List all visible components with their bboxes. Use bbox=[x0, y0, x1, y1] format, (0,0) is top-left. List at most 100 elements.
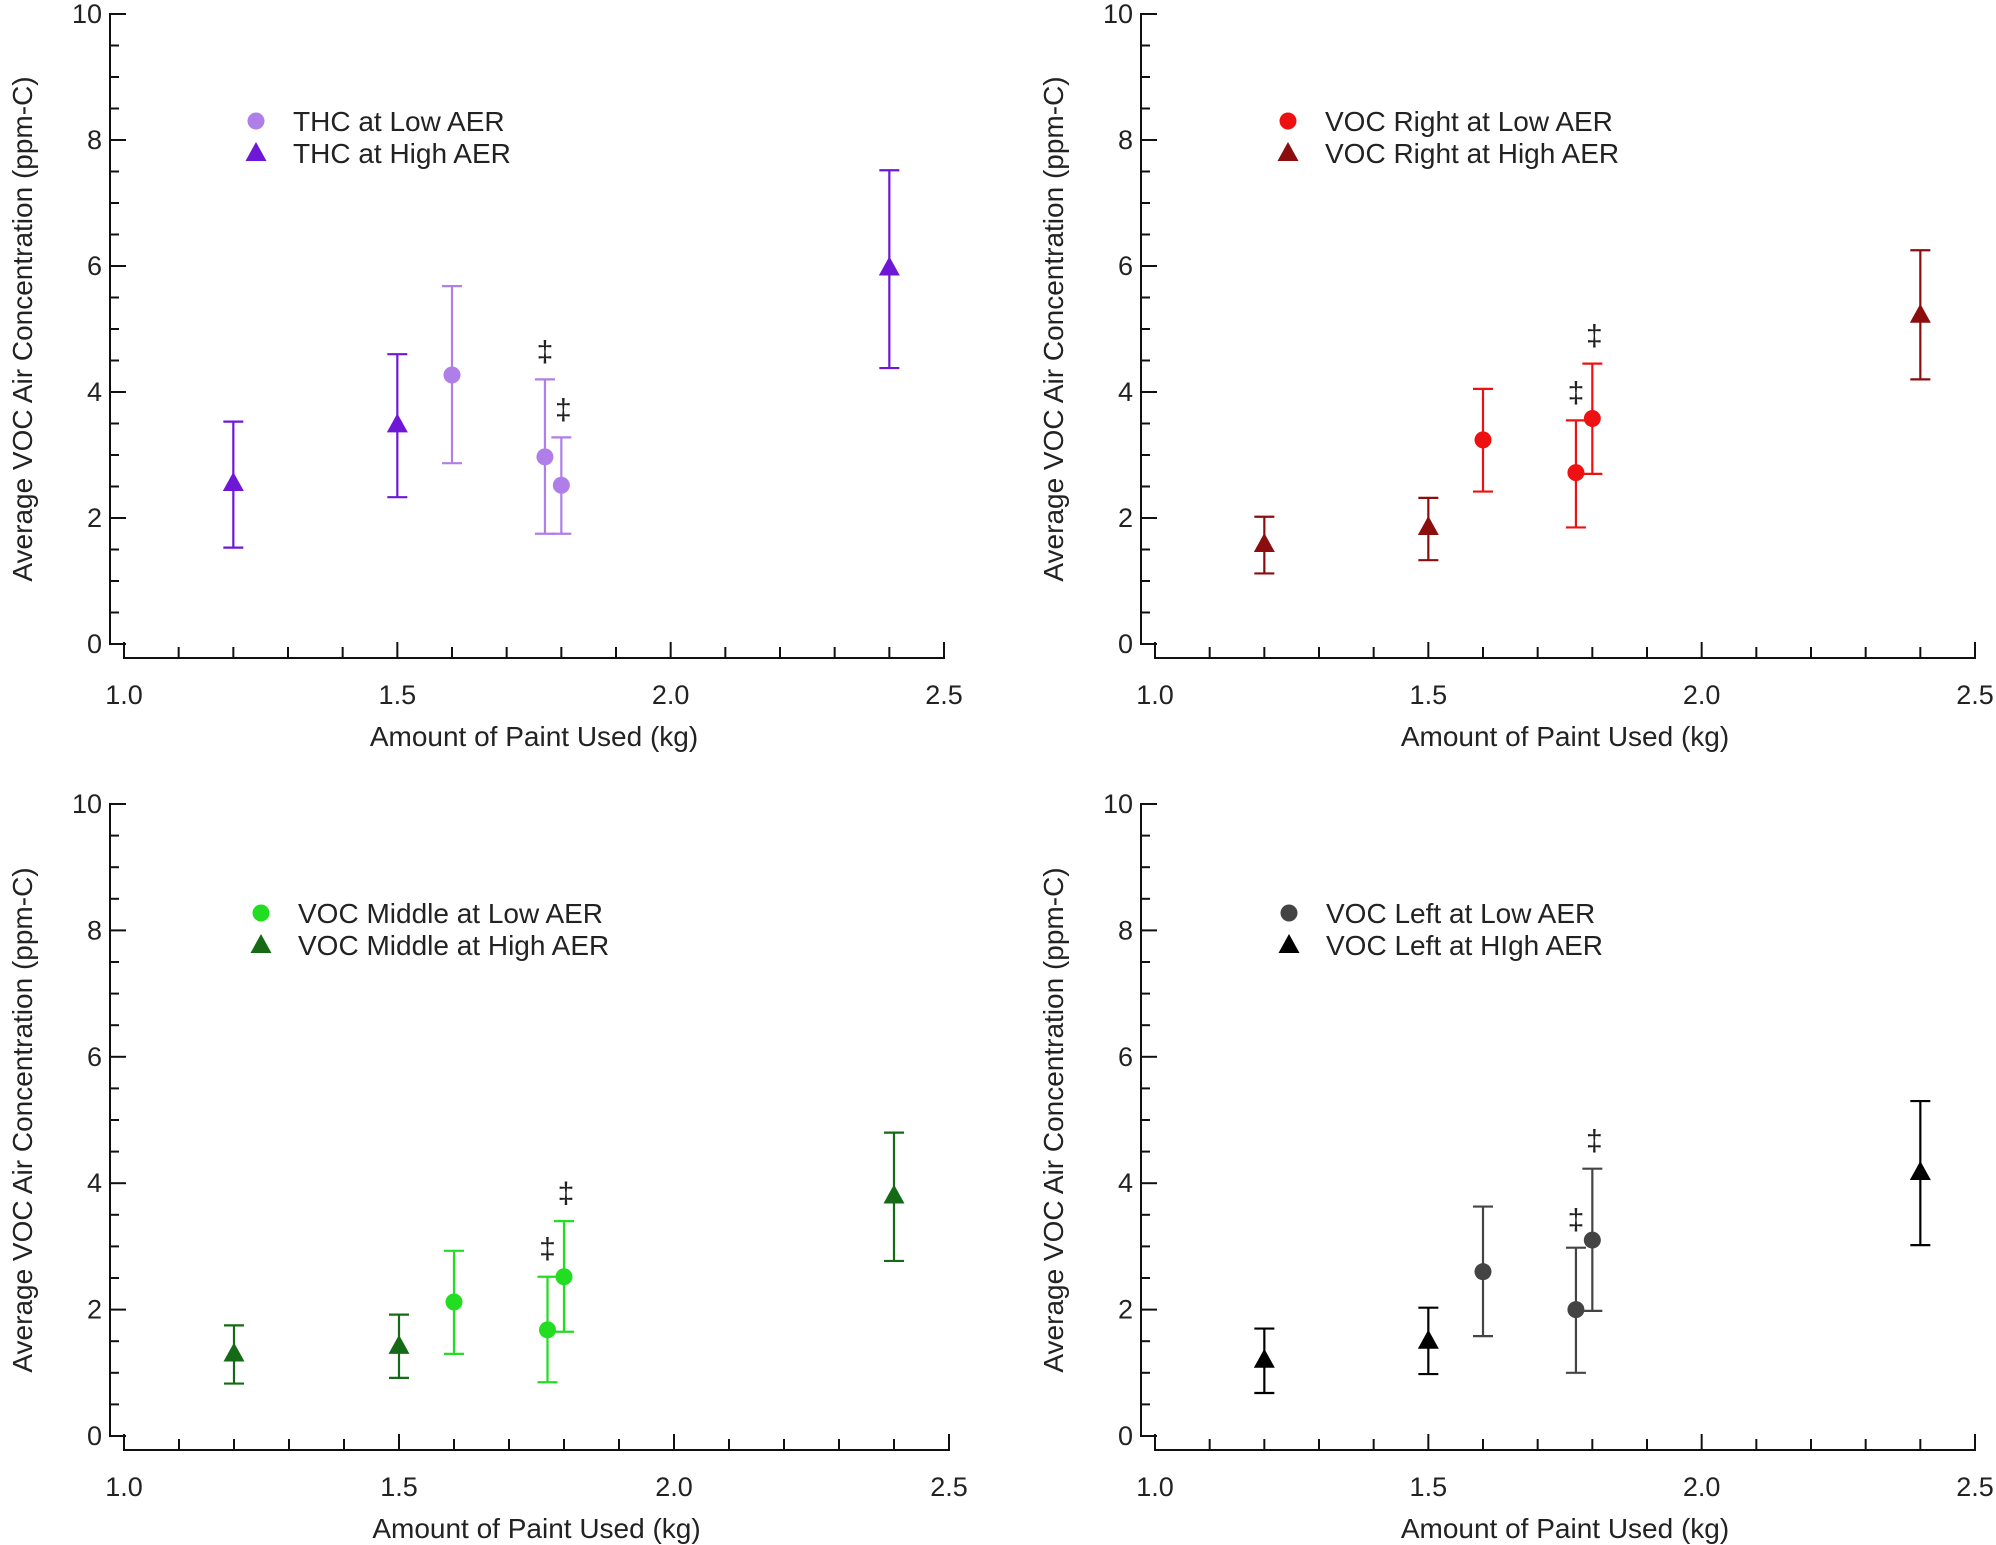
legend-label: VOC Left at Low AER bbox=[1326, 898, 1595, 929]
x-tick-label: 2.5 bbox=[1956, 680, 1994, 710]
significance-marker: ‡ bbox=[1568, 1204, 1585, 1237]
significance-marker: ‡ bbox=[537, 335, 554, 368]
y-tick-label: 10 bbox=[72, 0, 102, 29]
data-point-triangle bbox=[1909, 303, 1931, 323]
legend-label: VOC Middle at High AER bbox=[298, 930, 609, 961]
x-tick-label: 1.0 bbox=[105, 680, 143, 710]
x-tick-label: 1.0 bbox=[1136, 1472, 1174, 1502]
significance-marker: ‡ bbox=[1586, 1125, 1603, 1158]
data-point-circle bbox=[1583, 409, 1601, 427]
significance-marker: ‡ bbox=[1568, 376, 1585, 409]
x-tick-label: 2.5 bbox=[930, 1472, 968, 1502]
y-tick-label: 8 bbox=[1118, 915, 1133, 945]
legend-label: VOC Right at Low AER bbox=[1325, 106, 1613, 137]
x-tick-label: 2.0 bbox=[1683, 1472, 1721, 1502]
x-axis-title: Amount of Paint Used (kg) bbox=[1401, 1513, 1729, 1544]
y-tick-label: 4 bbox=[1118, 377, 1133, 407]
y-tick-label: 4 bbox=[87, 377, 102, 407]
x-tick-label: 1.5 bbox=[380, 1472, 418, 1502]
y-axis-title: Average VOC Air Concentration (ppm-C) bbox=[7, 867, 38, 1372]
chart-panel-voc-right: 0 2 4 6 8 10 1.0 1.5 2.0 2.5 Amount of Paint Used … bbox=[1038, 0, 1994, 752]
significance-marker: ‡ bbox=[539, 1233, 556, 1266]
data-point-triangle bbox=[878, 256, 900, 276]
data-point-circle bbox=[1583, 1231, 1601, 1249]
y-tick-label: 4 bbox=[1118, 1168, 1133, 1198]
data-point-circle bbox=[555, 1268, 573, 1286]
data-point-triangle bbox=[1417, 1329, 1439, 1349]
y-axis-title: Average VOC Air Concentration (ppm-C) bbox=[1038, 76, 1069, 581]
chart-panel-thc: 0 2 4 6 8 10 1.0 1.5 2.0 2.5 Amount of Paint Used … bbox=[7, 0, 963, 752]
legend-marker-circle bbox=[1280, 904, 1298, 922]
data-point-triangle bbox=[222, 471, 244, 491]
data-point-circle bbox=[445, 1293, 463, 1311]
y-tick-label: 0 bbox=[87, 1421, 102, 1451]
y-tick-label: 6 bbox=[1118, 1042, 1133, 1072]
y-tick-label: 2 bbox=[87, 1295, 102, 1325]
data-point-triangle bbox=[1417, 516, 1439, 536]
y-axis-title: Average VOC Air Concentration (ppm-C) bbox=[7, 76, 38, 581]
y-tick-label: 6 bbox=[87, 251, 102, 281]
data-point-triangle bbox=[1253, 533, 1275, 553]
significance-marker: ‡ bbox=[558, 1177, 575, 1210]
x-tick-label: 1.0 bbox=[1136, 680, 1174, 710]
data-point-circle bbox=[552, 476, 570, 494]
x-tick-label: 2.0 bbox=[655, 1472, 693, 1502]
data-point-triangle bbox=[1909, 1161, 1931, 1181]
x-tick-label: 2.0 bbox=[1683, 680, 1721, 710]
y-tick-label: 6 bbox=[1118, 251, 1133, 281]
x-tick-label: 1.5 bbox=[1410, 1472, 1448, 1502]
legend-marker-circle bbox=[1279, 112, 1297, 130]
x-tick-label: 2.0 bbox=[652, 680, 690, 710]
y-tick-label: 4 bbox=[87, 1168, 102, 1198]
y-tick-label: 0 bbox=[1118, 1421, 1133, 1451]
legend-label: VOC Middle at Low AER bbox=[298, 898, 603, 929]
data-point-circle bbox=[539, 1321, 556, 1339]
y-tick-label: 2 bbox=[87, 503, 102, 533]
y-tick-label: 2 bbox=[1118, 1295, 1133, 1325]
y-tick-label: 0 bbox=[87, 629, 102, 659]
legend-marker-circle bbox=[247, 112, 265, 130]
y-tick-label: 10 bbox=[1103, 789, 1133, 819]
data-point-triangle bbox=[386, 413, 408, 433]
y-tick-label: 6 bbox=[87, 1042, 102, 1072]
y-tick-label: 8 bbox=[87, 915, 102, 945]
y-tick-label: 10 bbox=[72, 789, 102, 819]
x-axis-title: Amount of Paint Used (kg) bbox=[372, 1513, 700, 1544]
x-axis-title: Amount of Paint Used (kg) bbox=[370, 721, 698, 752]
legend-label: THC at Low AER bbox=[293, 106, 505, 137]
legend-marker-triangle bbox=[1278, 934, 1300, 953]
legend-marker-triangle bbox=[250, 934, 272, 953]
significance-marker: ‡ bbox=[555, 393, 572, 426]
legend-label: THC at High AER bbox=[293, 138, 511, 169]
x-tick-label: 1.5 bbox=[1410, 680, 1448, 710]
y-tick-label: 2 bbox=[1118, 503, 1133, 533]
y-tick-label: 8 bbox=[87, 125, 102, 155]
y-tick-label: 10 bbox=[1103, 0, 1133, 29]
legend-marker-triangle bbox=[1277, 142, 1299, 161]
y-axis-title: Average VOC Air Concentration (ppm-C) bbox=[1038, 867, 1069, 1372]
data-point-circle bbox=[1567, 1301, 1585, 1319]
data-point-circle bbox=[1474, 1263, 1492, 1281]
data-point-circle bbox=[536, 448, 554, 466]
legend-marker-triangle bbox=[245, 142, 267, 161]
data-point-triangle bbox=[223, 1342, 245, 1362]
x-tick-label: 2.5 bbox=[925, 680, 963, 710]
y-tick-label: 0 bbox=[1118, 629, 1133, 659]
x-axis-title: Amount of Paint Used (kg) bbox=[1401, 721, 1729, 752]
legend-marker-circle bbox=[252, 904, 270, 922]
data-point-circle bbox=[1474, 431, 1492, 449]
x-tick-label: 1.5 bbox=[379, 680, 417, 710]
legend-label: VOC Left at HIgh AER bbox=[1326, 930, 1603, 961]
data-point-triangle bbox=[883, 1184, 905, 1204]
data-point-circle bbox=[1567, 464, 1585, 482]
legend-label: VOC Right at High AER bbox=[1325, 138, 1619, 169]
significance-marker: ‡ bbox=[1586, 320, 1603, 353]
x-tick-label: 1.0 bbox=[105, 1472, 143, 1502]
data-point-circle bbox=[443, 366, 461, 384]
chart-panel-voc-left: 0 2 4 6 8 10 1.0 1.5 2.0 2.5 Amount of Paint Used … bbox=[1038, 789, 1994, 1544]
data-point-triangle bbox=[388, 1334, 410, 1354]
chart-panel-voc-middle: 0 2 4 6 8 10 1.0 1.5 2.0 2.5 Amount of Paint Used … bbox=[7, 789, 968, 1544]
x-tick-label: 2.5 bbox=[1956, 1472, 1994, 1502]
data-point-triangle bbox=[1253, 1348, 1275, 1368]
